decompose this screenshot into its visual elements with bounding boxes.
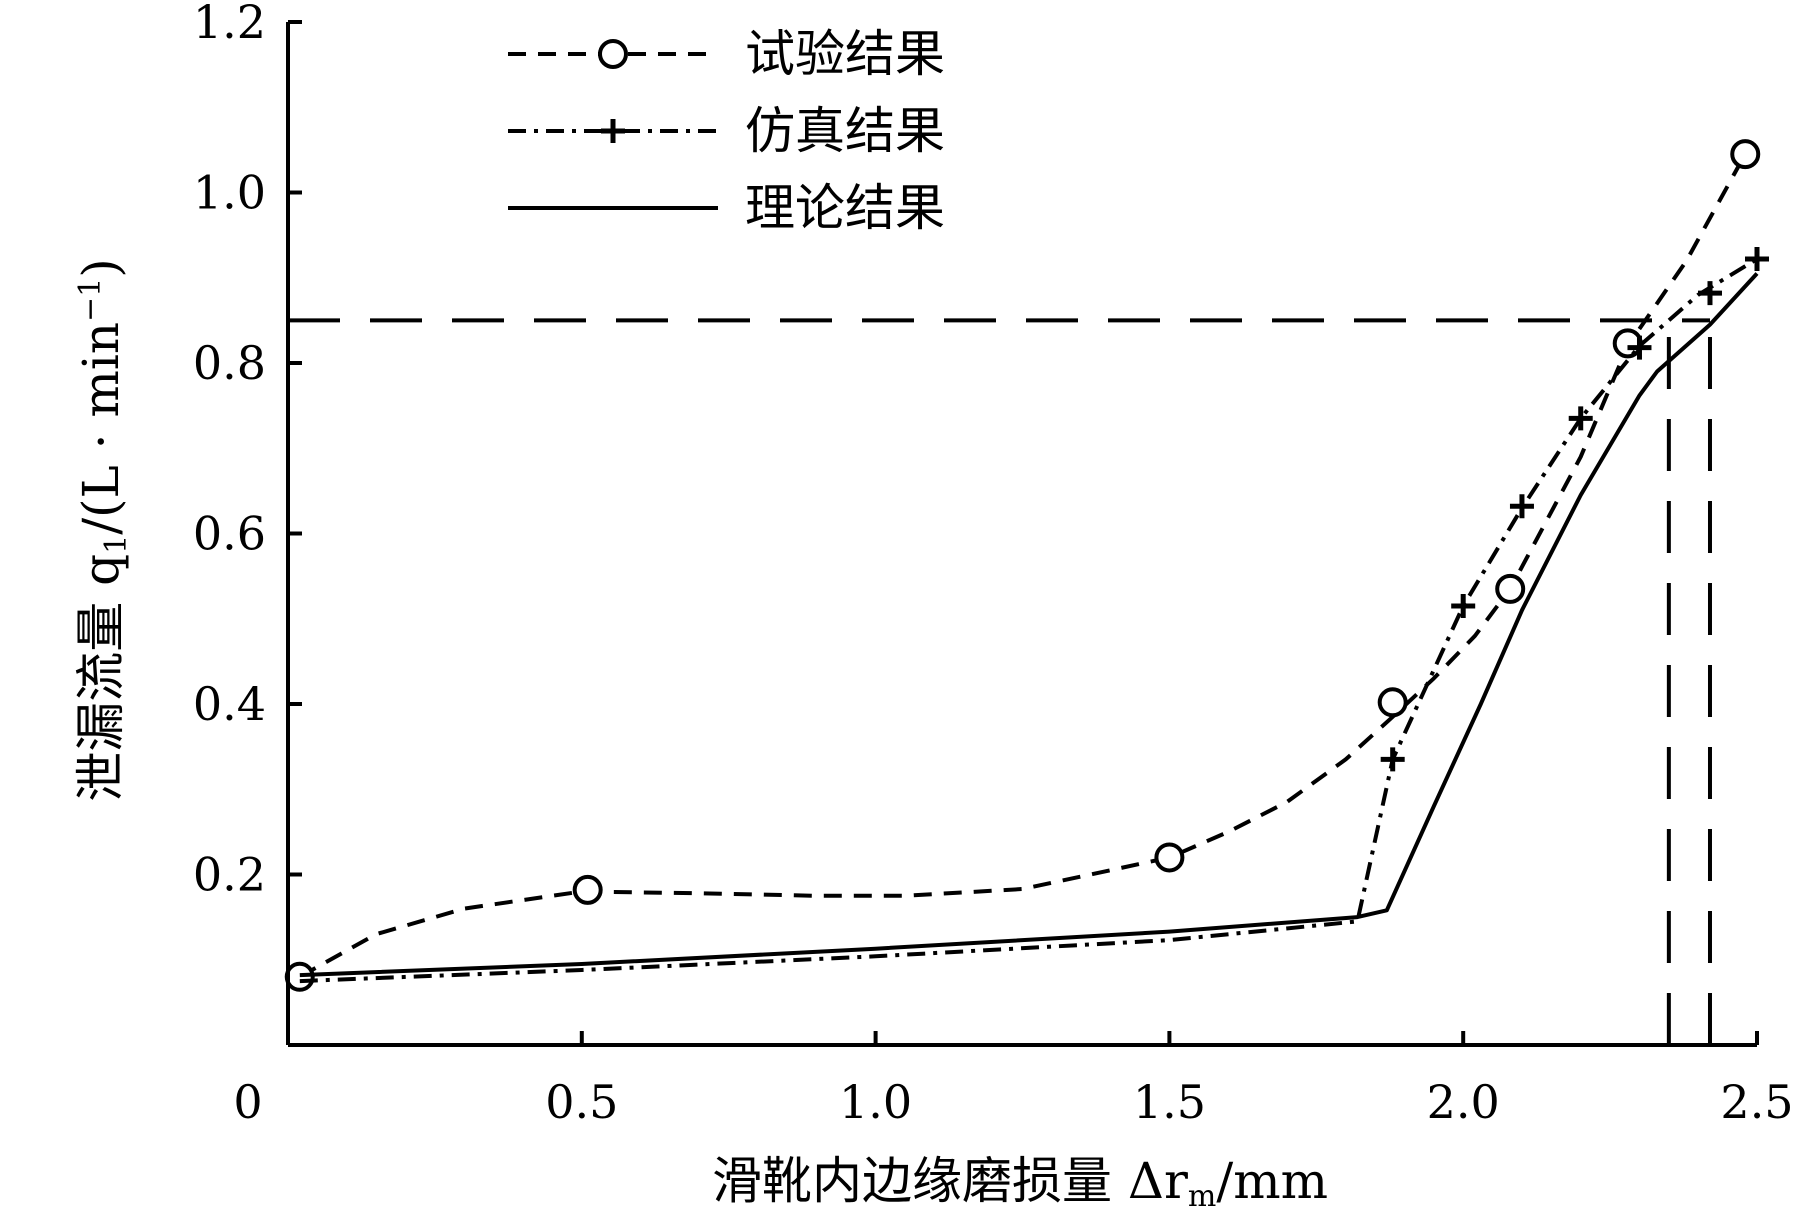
y-tick-label: 0.6 (193, 507, 266, 561)
ticks: 0 0.5 1.0 1.5 2.0 2.5 0.2 0.4 0.6 0.8 1.0 1.2 (193, 0, 1794, 1129)
data-point-circle (1495, 573, 1526, 604)
data-point-circle (1154, 842, 1185, 873)
data-point-plus (1568, 406, 1593, 431)
legend-label-simulation: 仿真结果 (745, 102, 945, 160)
x-tick-label: 1.5 (1133, 1075, 1206, 1129)
series-line-0 (298, 153, 1747, 979)
data-point-circle (284, 961, 315, 992)
x-tick-label: 2.5 (1720, 1075, 1793, 1129)
data-point-plus (1380, 747, 1405, 772)
x-tick-label: 1.0 (839, 1075, 912, 1129)
legend-label-theory: 理论结果 (745, 179, 945, 237)
x-axis-title: 滑靴内边缘磨损量 Δrm/mm (712, 1152, 1328, 1211)
y-tick-label: 1.0 (193, 166, 266, 220)
series-layer (284, 139, 1769, 992)
data-point-circle (1377, 687, 1408, 718)
x-tick-label: 2.0 (1427, 1075, 1500, 1129)
series-line-1 (299, 257, 1759, 984)
data-point-plus (1509, 494, 1534, 519)
legend-item-simulation: 仿真结果 (508, 102, 945, 160)
legend-item-theory: 理论结果 (508, 179, 945, 237)
legend-marker-plus (601, 119, 625, 143)
legend-marker-circle (598, 39, 628, 69)
x-tick-label: 0.5 (545, 1075, 618, 1129)
y-tick-label: 0.2 (193, 848, 266, 902)
legend: 试验结果 仿真结果 理论结果 (508, 25, 945, 237)
data-point-circle (1612, 328, 1643, 359)
series-line-2 (299, 272, 1759, 978)
legend-item-experiment: 试验结果 (508, 25, 945, 83)
data-point-plus (1745, 246, 1769, 271)
axes (286, 22, 1757, 1047)
data-point-circle (1730, 139, 1761, 170)
y-tick-label: 0.8 (193, 336, 266, 390)
data-point-plus (1697, 281, 1722, 306)
y-axis-title: 泄漏流量 q1/(L · min−1) (72, 258, 134, 802)
data-point-plus (1627, 335, 1652, 360)
reference-lines (288, 318, 1712, 1045)
y-tick-label: 1.2 (193, 0, 266, 49)
y-tick-label: 0.4 (193, 677, 266, 731)
legend-label-experiment: 试验结果 (745, 25, 945, 83)
data-point-circle (572, 874, 603, 905)
data-point-plus (1451, 593, 1476, 618)
x-tick-label: 0 (233, 1075, 262, 1129)
